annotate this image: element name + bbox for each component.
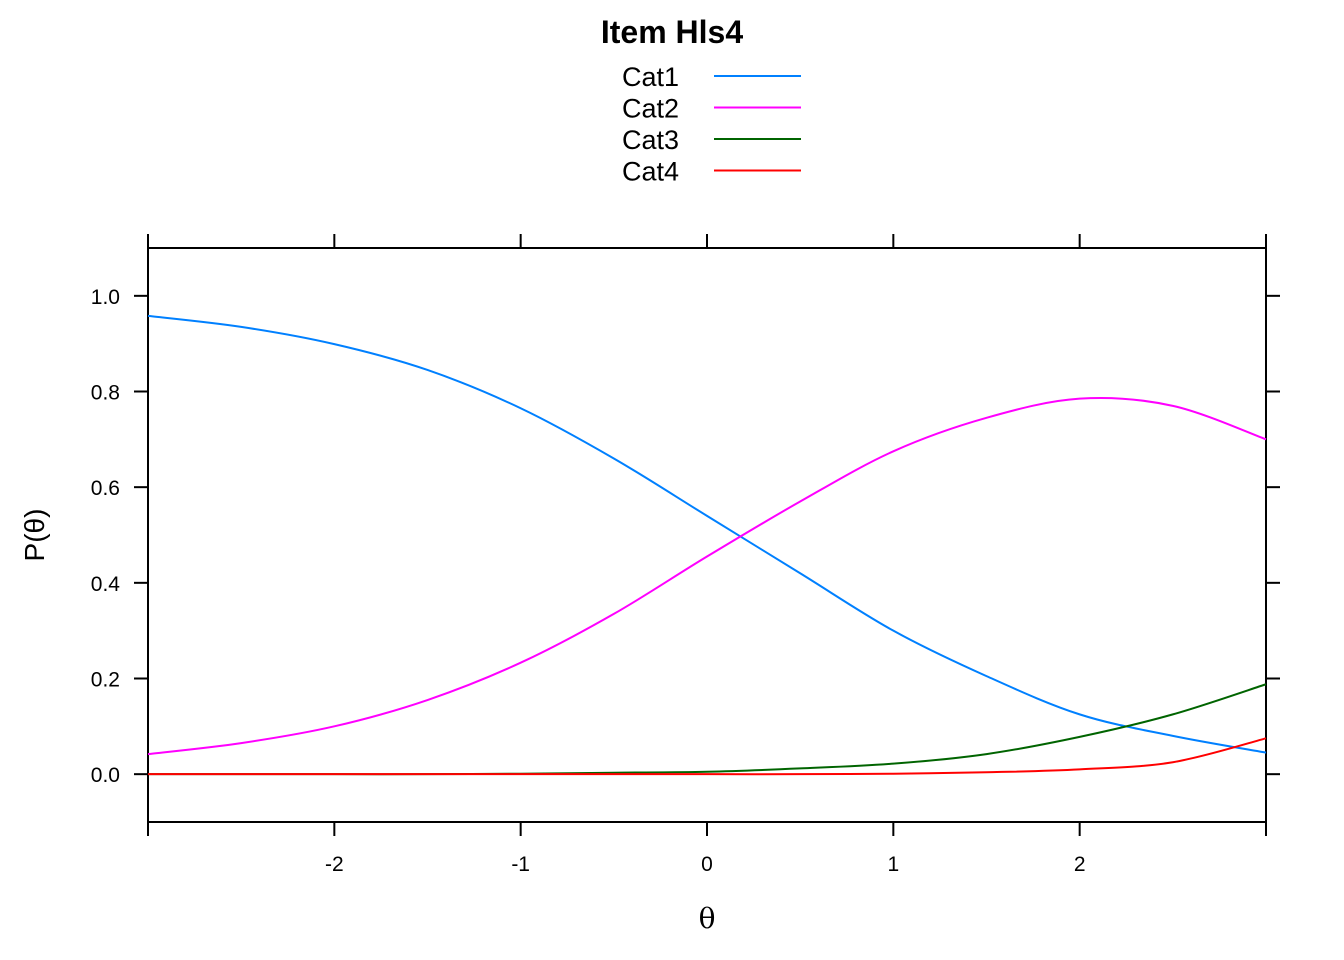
x-axis-label: θ bbox=[699, 902, 716, 935]
series-line-cat2 bbox=[147, 397, 1267, 756]
y-axis-label: P(θ) bbox=[19, 509, 50, 562]
series-line-cat4 bbox=[147, 737, 1267, 776]
y-tick-label: 0.6 bbox=[91, 477, 120, 500]
x-axis: -2 -1 0 1 2 bbox=[147, 234, 1267, 876]
series-lines bbox=[147, 314, 1267, 776]
y-tick-label: 0.0 bbox=[91, 764, 120, 787]
chart-title: Item Hls4 bbox=[601, 14, 743, 50]
x-tick-label: 0 bbox=[701, 853, 713, 876]
legend-label-cat2: Cat2 bbox=[622, 94, 679, 124]
series-line-cat1 bbox=[147, 314, 1267, 754]
y-tick-label: 0.4 bbox=[91, 573, 121, 596]
x-tick-label: -1 bbox=[511, 853, 530, 876]
series-line-cat3 bbox=[147, 683, 1267, 776]
legend-label-cat4: Cat4 bbox=[622, 157, 679, 187]
x-tick-label: -2 bbox=[325, 853, 344, 876]
plot-frame bbox=[147, 247, 1267, 823]
legend-label-cat1: Cat1 bbox=[622, 62, 679, 92]
x-tick-label: 1 bbox=[887, 853, 899, 876]
y-axis: 0.0 0.2 0.4 0.6 0.8 1.0 bbox=[91, 286, 1280, 787]
legend-label-cat3: Cat3 bbox=[622, 125, 679, 155]
x-tick-label: 2 bbox=[1074, 853, 1086, 876]
y-tick-label: 1.0 bbox=[91, 286, 120, 309]
y-tick-label: 0.2 bbox=[91, 669, 120, 692]
y-tick-label: 0.8 bbox=[91, 382, 120, 405]
